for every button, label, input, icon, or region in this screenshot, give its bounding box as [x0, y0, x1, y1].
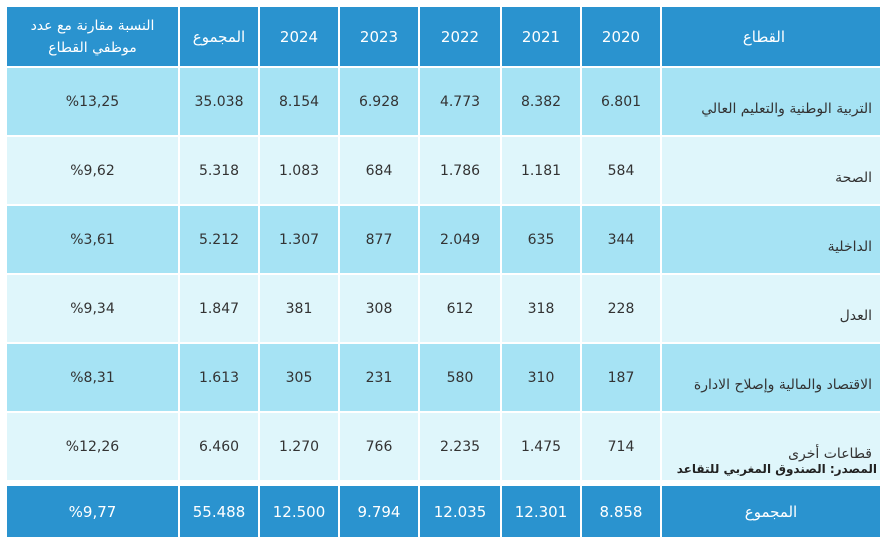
cell: 580	[418, 342, 502, 413]
cell: 877	[338, 204, 420, 275]
cell: %13,25	[5, 66, 180, 137]
header-cell: النسبة مقارنة مع عدد موظفي القطاع	[5, 5, 180, 68]
data-row: التربية الوطنية والتعليم العالي 6.801 8.38…	[5, 66, 882, 137]
sector-label: الداخلية	[660, 204, 882, 275]
header-row: القطاع 2020 2021 2022 2023 2024 المجموع النسبة …	[5, 5, 882, 68]
cell: 2.049	[418, 204, 502, 275]
header-cell: 2022	[418, 5, 502, 68]
cell: 6.928	[338, 66, 420, 137]
cell: 1.083	[258, 135, 340, 206]
spacer-cell	[6, 481, 881, 485]
total-cell: 8.858	[580, 484, 662, 539]
cell: %9,62	[5, 135, 180, 206]
data-table: القطاع 2020 2021 2022 2023 2024 المجموع النسبة …	[5, 5, 882, 539]
header-cell: 2021	[500, 5, 582, 68]
header-cell: 2024	[258, 5, 340, 68]
table-container: القطاع 2020 2021 2022 2023 2024 المجموع النسبة …	[5, 5, 882, 539]
cell: 5.318	[178, 135, 260, 206]
cell: 35.038	[178, 66, 260, 137]
total-cell: %9,77	[5, 484, 180, 539]
cell: 4.773	[418, 66, 502, 137]
header-cell: المجموع	[178, 5, 260, 68]
total-row: المجموع 8.858 12.301 12.035 9.794 12.500 55.48…	[5, 484, 882, 539]
cell: 305	[258, 342, 340, 413]
total-label: المجموع	[660, 484, 882, 539]
total-cell: 12.500	[258, 484, 340, 539]
sector-label: العدل	[660, 273, 882, 344]
total-cell: 55.488	[178, 484, 260, 539]
cell: 5.212	[178, 204, 260, 275]
sector-label: الصحة	[660, 135, 882, 206]
cell: 584	[580, 135, 662, 206]
cell: 612	[418, 273, 502, 344]
cell: 1.847	[178, 273, 260, 344]
cell: %3,61	[5, 204, 180, 275]
data-row: العدل 228 318 612 308 381 1.847 %9,34	[5, 273, 882, 344]
cell: %12,26	[5, 411, 180, 482]
sector-label: التربية الوطنية والتعليم العالي	[660, 66, 882, 137]
cell: 684	[338, 135, 420, 206]
cell: 318	[500, 273, 582, 344]
total-cell: 12.035	[418, 484, 502, 539]
data-row: الداخلية 344 635 2.049 877 1.307 5.212 %3,61	[5, 204, 882, 275]
data-row: الاقتصاد والمالية وإصلاح الادارة 187 310 58…	[5, 342, 882, 413]
total-cell: 9.794	[338, 484, 420, 539]
cell: 228	[580, 273, 662, 344]
header-cell: القطاع	[660, 5, 882, 68]
cell: 1.475	[500, 411, 582, 482]
cell: 6.460	[178, 411, 260, 482]
cell: 8.382	[500, 66, 582, 137]
cell: 187	[580, 342, 662, 413]
cell: %9,34	[5, 273, 180, 344]
cell: 1.786	[418, 135, 502, 206]
cell: 635	[500, 204, 582, 275]
cell: 1.181	[500, 135, 582, 206]
header-cell: 2023	[338, 5, 420, 68]
cell: 1.270	[258, 411, 340, 482]
cell: 6.801	[580, 66, 662, 137]
cell: 1.613	[178, 342, 260, 413]
cell: 231	[338, 342, 420, 413]
data-row: الصحة 584 1.181 1.786 684 1.083 5.318 %9,62	[5, 135, 882, 206]
cell: 344	[580, 204, 662, 275]
cell: 766	[338, 411, 420, 482]
cell: 2.235	[418, 411, 502, 482]
cell: %8,31	[5, 342, 180, 413]
cell: 1.307	[258, 204, 340, 275]
header-cell: 2020	[580, 5, 662, 68]
total-cell: 12.301	[500, 484, 582, 539]
cell: 310	[500, 342, 582, 413]
cell: 381	[258, 273, 340, 344]
cell: 714	[580, 411, 662, 482]
sector-label: قطاعات أخرى	[660, 411, 882, 482]
cell: 8.154	[258, 66, 340, 137]
source-note: المصدر: الصندوق المغربي للتقاعد	[676, 462, 877, 476]
data-row: قطاعات أخرى 714 1.475 2.235 766 1.270 6.460 %12…	[5, 411, 882, 482]
sector-label: الاقتصاد والمالية وإصلاح الادارة	[660, 342, 882, 413]
spacer	[6, 481, 881, 485]
cell: 308	[338, 273, 420, 344]
